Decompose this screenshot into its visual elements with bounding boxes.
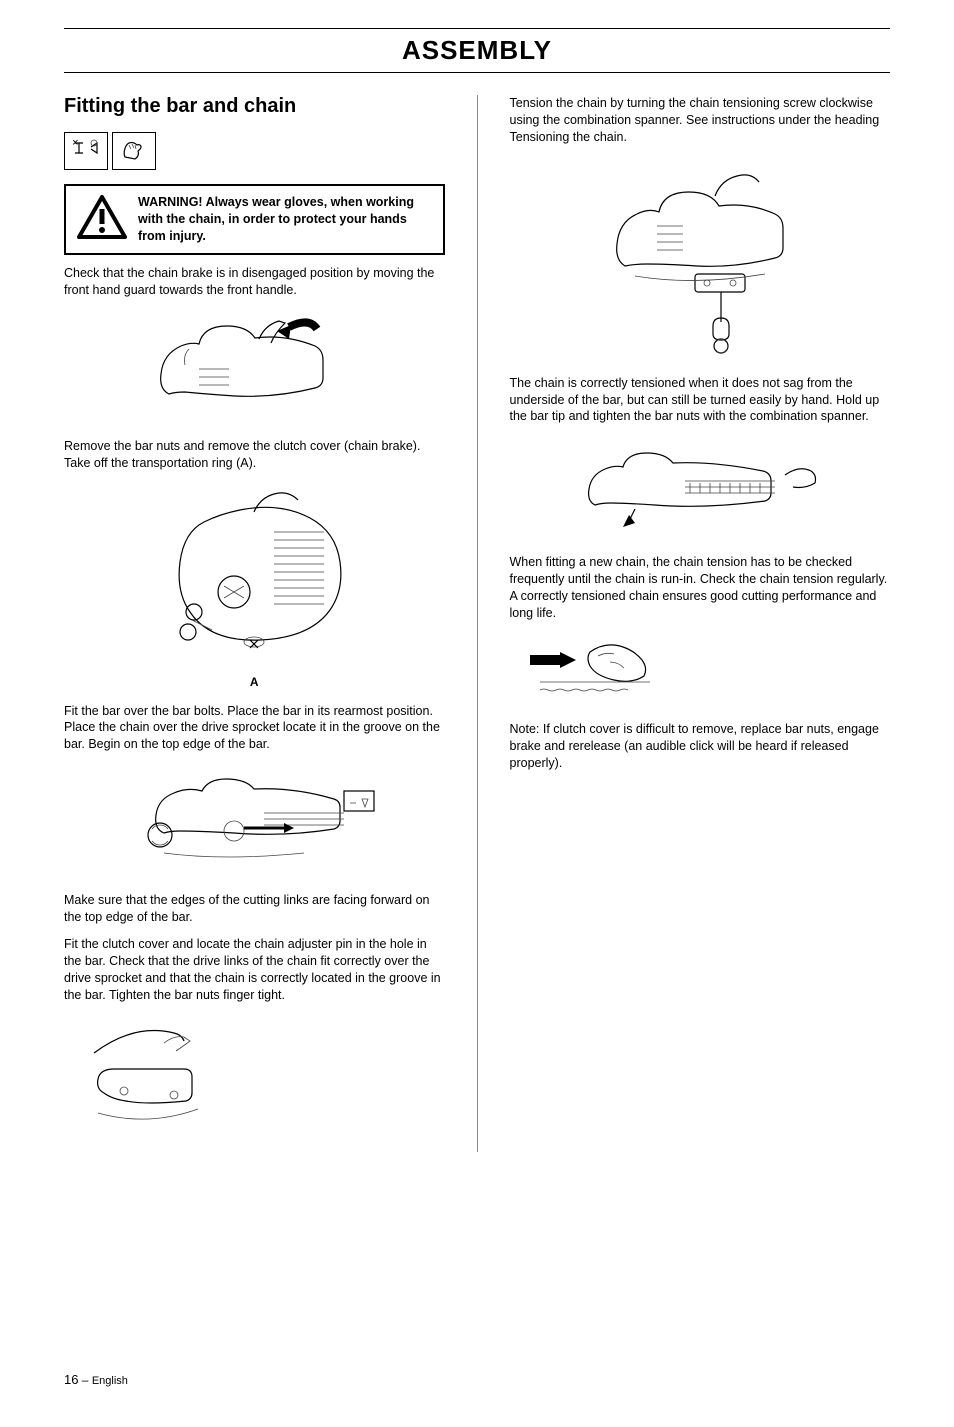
top-rule (64, 28, 890, 29)
left-column: Fitting the bar and chain (64, 95, 451, 1152)
figure-tension-screw (510, 156, 891, 361)
figure-chain-runin (520, 632, 891, 707)
body-text: Remove the bar nuts and remove the clutc… (64, 438, 445, 472)
figure-remove-cover: A (64, 482, 445, 689)
figure-chainsaw-brake (64, 309, 445, 424)
body-text: Note: If clutch cover is difficult to re… (510, 721, 891, 772)
page-footer: 16 – English (64, 1372, 890, 1387)
stop-hand-icon (64, 132, 108, 170)
section-heading: Fitting the bar and chain (64, 95, 445, 118)
footer-language: English (92, 1375, 128, 1387)
warning-triangle-icon (76, 194, 128, 245)
body-text: Fit the bar over the bar bolts. Place th… (64, 703, 445, 754)
page-title: ASSEMBLY (64, 31, 890, 73)
right-column: Tension the chain by turning the chain t… (504, 95, 891, 1152)
body-text: The chain is correctly tensioned when it… (510, 375, 891, 426)
warning-text: WARNING! Always wear gloves, when workin… (138, 194, 433, 245)
page-number: 16 (64, 1372, 78, 1387)
column-divider (477, 95, 478, 1152)
body-text: Make sure that the edges of the cutting … (64, 892, 445, 926)
figure-clutch-cover (74, 1013, 445, 1138)
figure-tighten-nuts (510, 435, 891, 540)
body-text: Tension the chain by turning the chain t… (510, 95, 891, 146)
body-text: Fit the clutch cover and locate the chai… (64, 936, 445, 1004)
two-column-layout: Fitting the bar and chain (64, 95, 890, 1152)
body-text: When fitting a new chain, the chain tens… (510, 554, 891, 622)
figure-fit-bar (64, 763, 445, 878)
manual-page: ASSEMBLY Fitting the bar and chain (0, 0, 954, 1427)
warning-callout: WARNING! Always wear gloves, when workin… (64, 184, 445, 255)
gloves-icon (112, 132, 156, 170)
body-text: Check that the chain brake is in disenga… (64, 265, 445, 299)
safety-icons-row (64, 132, 445, 170)
figure-label-a: A (64, 675, 445, 689)
footer-separator: – (78, 1373, 91, 1387)
